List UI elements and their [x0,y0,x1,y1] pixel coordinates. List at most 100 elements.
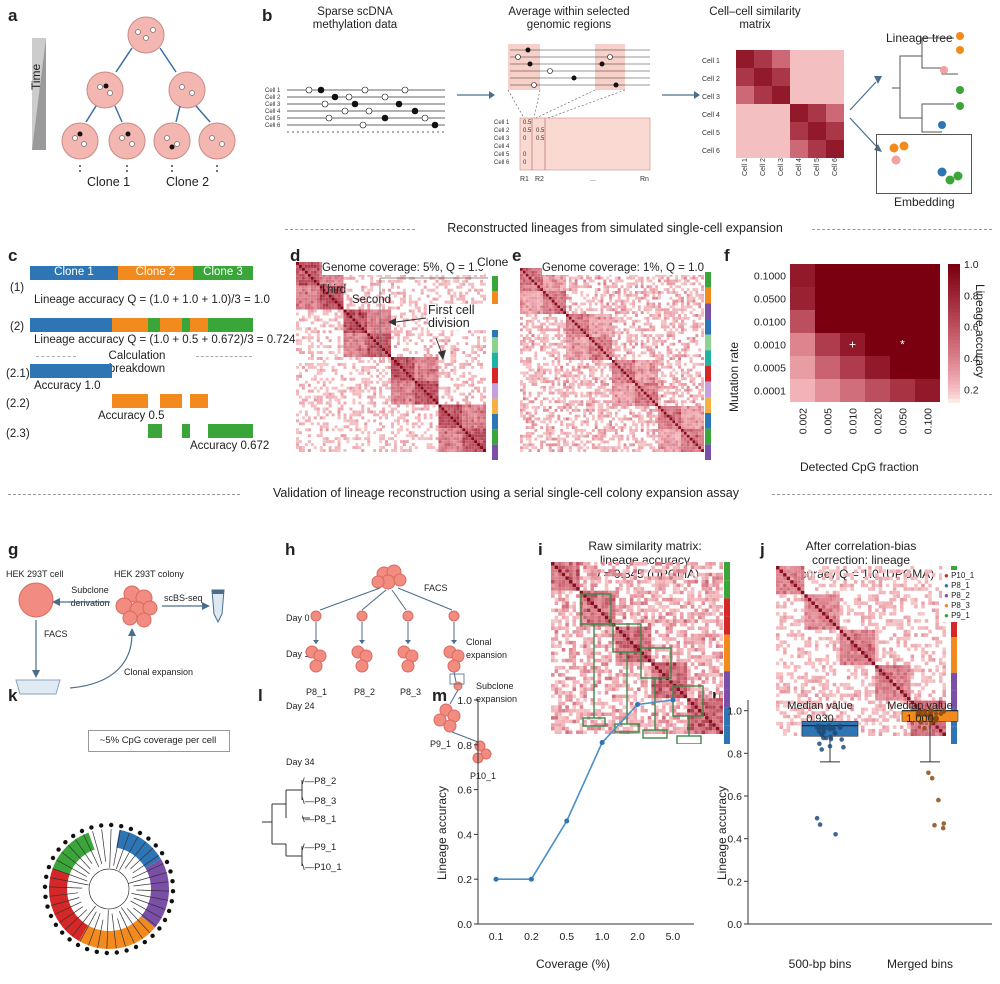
heat-cell [617,305,621,309]
heat-cell [658,403,661,407]
heat-cell [646,385,650,389]
heat-cell [583,322,587,326]
heat-cell [646,299,650,303]
heat-cell [603,345,607,349]
heat-cell [583,374,587,378]
heat-cell [701,429,705,432]
heat-cell [646,397,650,401]
heat-cell [666,316,670,320]
heat-cell [429,300,433,304]
heat-cell [563,291,567,294]
heat-cell [594,423,598,427]
heat-cell [614,400,618,404]
heat-cell [408,297,412,301]
heat-cell [393,434,397,438]
heat-cell [646,431,650,435]
heat-cell [471,428,475,432]
heat-cell [385,443,389,447]
heat-cell [301,386,305,390]
heat-cell [660,374,664,378]
heat-cell [563,273,567,277]
heat-cell [637,291,641,294]
heat-cell [328,440,332,444]
heat-cell [603,325,607,329]
heat-cell [566,385,569,389]
heat-cell [358,386,362,390]
heat-cell [629,408,633,412]
heat-cell [698,431,702,435]
heat-cell [388,339,391,343]
heat-cell [543,362,546,366]
heat-cell [534,314,538,317]
heat-cell [692,282,696,286]
heat-cell [603,434,607,438]
heat-cell [545,316,549,320]
heat-cell [313,318,317,322]
heat-cell [316,318,320,322]
heat-cell [600,434,604,438]
heat-cell [340,357,344,360]
heat-cell [337,321,341,325]
heat-cell [540,308,544,312]
heat-cell [589,374,592,378]
heat-cell [471,348,475,352]
heat-cell [367,440,371,444]
sim-cell [754,86,772,104]
heat-cell [655,334,659,338]
heat-cell [520,291,523,294]
heat-cell [438,446,442,450]
heat-cell [343,449,347,452]
heat-cell [643,291,647,294]
sim-cell [808,140,826,158]
heat-cell [626,288,630,292]
heat-cell [322,416,326,420]
heat-cell [310,288,314,292]
heat-cell [543,299,546,303]
heat-cell [563,328,567,332]
heat-cell [557,325,561,329]
heat-cell [589,337,592,340]
heat-cell [617,328,621,332]
heat-cell [382,291,386,295]
heat-cell [675,449,679,453]
heat-cell [637,365,641,369]
heat-cell [402,368,406,372]
heat-cell [669,305,673,309]
heat-cell [477,348,481,352]
heat-cell [632,431,636,435]
heat-cell [620,377,624,381]
heat-cell [468,413,472,417]
heat-cell [480,425,484,429]
heat-cell [623,377,627,381]
heat-cell [520,276,523,280]
heat-cell [522,414,526,418]
heat-cell [589,394,592,398]
heat-cell [373,348,377,352]
heat-cell [658,311,661,315]
heat-cell [612,400,615,404]
heat-cell [655,385,659,389]
heat-cell [554,420,558,424]
heat-cell [597,276,601,280]
heat-cell [689,429,693,432]
heat-cell [603,431,607,435]
heat-cell [543,276,546,280]
heat-cell [399,383,403,387]
heat-cell [675,354,679,358]
cell-gen2-3 [153,122,191,160]
heat-cell [566,314,569,317]
heat-cell [319,431,323,435]
heat-cell [568,337,572,340]
heat-cell [626,434,630,438]
heat-cell [322,449,326,452]
heat-cell [358,413,362,417]
heat-cell [316,306,320,310]
heat-cell [557,440,561,444]
heat-cell [382,324,386,328]
heat-cell [483,443,486,447]
heat-cell [379,336,383,340]
heat-cell [328,330,332,334]
heat-cell [537,279,541,283]
heat-cell [623,293,627,297]
heat-cell [681,319,684,323]
